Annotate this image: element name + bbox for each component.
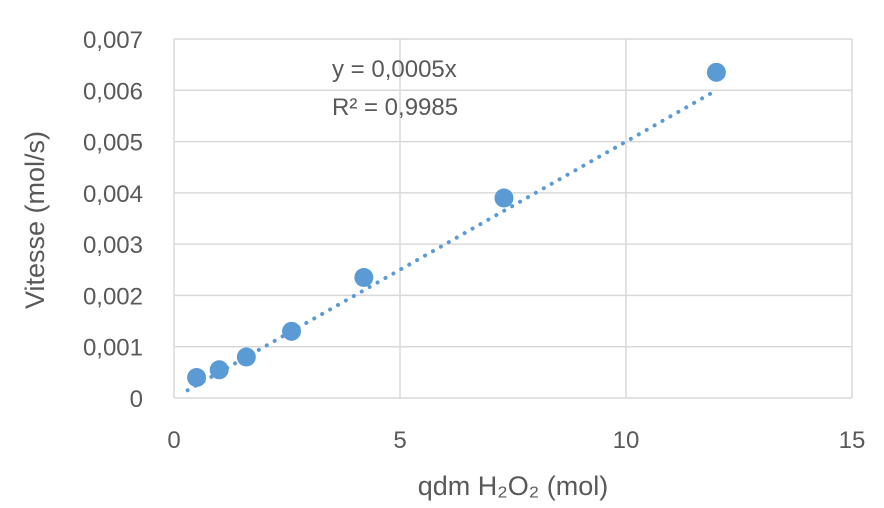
data-point (209, 360, 229, 380)
y-tick-label: 0,005 (83, 130, 143, 157)
data-point (354, 267, 374, 287)
trendline (185, 88, 719, 393)
data-point (494, 188, 514, 208)
x-tick-labels: 0 5 10 15 (167, 427, 865, 454)
y-tick-labels: 0 0,001 0,002 0,003 0,004 0,005 0,006 0,007 (83, 27, 143, 413)
trendline-equation: y = 0,0005x (332, 56, 457, 83)
y-axis-title: Vitesse (mol/s) (20, 131, 50, 309)
x-tick-label: 5 (393, 427, 406, 454)
y-tick-label: 0,001 (83, 335, 143, 362)
data-point (236, 347, 256, 367)
data-points (187, 62, 726, 387)
x-axis-title: qdm H₂O₂ (mol) (418, 471, 608, 501)
gridlines (173, 38, 853, 399)
y-tick-label: 0 (130, 386, 143, 413)
x-tick-label: 0 (167, 427, 180, 454)
y-tick-label: 0,004 (83, 181, 143, 208)
y-tick-label: 0,002 (83, 283, 143, 310)
data-point (187, 367, 207, 387)
trendline-line (185, 88, 719, 393)
y-tick-label: 0,006 (83, 78, 143, 105)
y-tick-label: 0,007 (83, 27, 143, 54)
data-point (282, 321, 302, 341)
r-squared-label: R² = 0,9985 (332, 94, 458, 121)
x-tick-label: 10 (613, 427, 640, 454)
y-tick-label: 0,003 (83, 232, 143, 259)
data-point (706, 62, 726, 82)
x-tick-label: 15 (839, 427, 866, 454)
